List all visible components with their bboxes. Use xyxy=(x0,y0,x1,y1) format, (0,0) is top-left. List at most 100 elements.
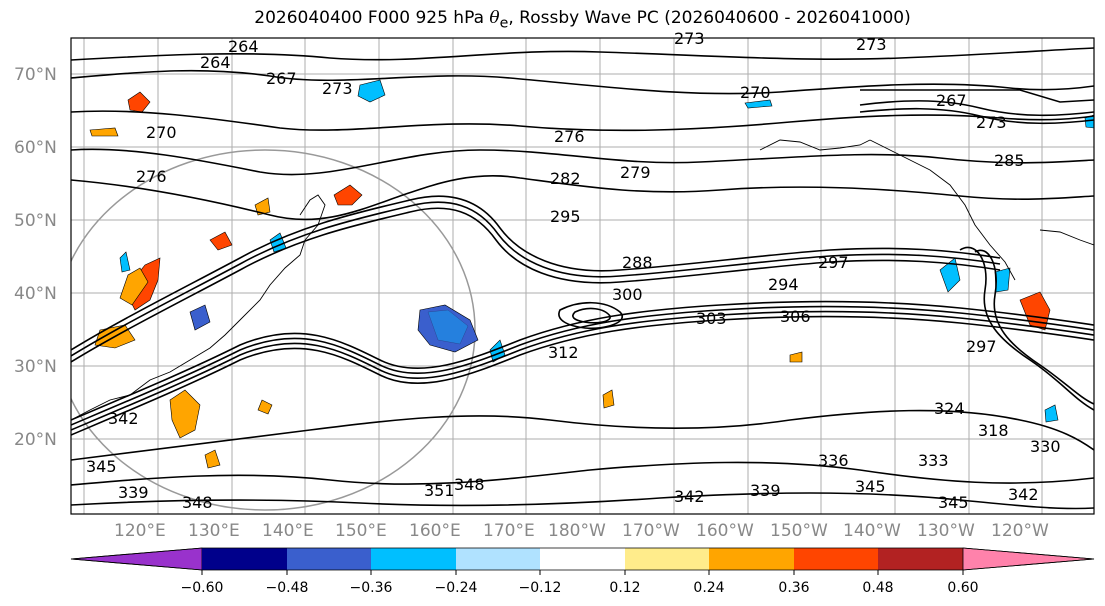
lon-label-150w: 150°W xyxy=(770,521,828,541)
colorbar-extend-low xyxy=(70,547,203,571)
colorbar-tick-label: 0.24 xyxy=(693,580,724,596)
lon-label-130e: 130°E xyxy=(188,521,240,541)
contour-label: 273 xyxy=(674,29,705,48)
colorbar-bin xyxy=(540,548,625,570)
contour-label: 300 xyxy=(612,285,643,304)
contour-label: 270 xyxy=(740,83,771,102)
colorbar-tick-label: −0.24 xyxy=(435,580,478,596)
colorbar-bin xyxy=(456,548,540,570)
lon-label-160w: 160°W xyxy=(696,521,754,541)
colorbar-tick-label: −0.12 xyxy=(519,580,562,596)
contour-label: 324 xyxy=(934,399,965,418)
lon-label-160e: 160°E xyxy=(409,521,461,541)
contour-label: 339 xyxy=(118,483,149,502)
colorbar-bin xyxy=(878,548,963,570)
contour-label: 306 xyxy=(780,307,811,326)
lon-label-120e: 120°E xyxy=(114,521,166,541)
lat-label-60n: 60°N xyxy=(14,138,57,158)
lat-label-40n: 40°N xyxy=(14,284,57,304)
patch-pos-6 xyxy=(333,184,363,206)
contour-label: 345 xyxy=(86,457,117,476)
contour-label: 276 xyxy=(554,127,585,146)
lat-label-20n: 20°N xyxy=(14,430,57,450)
latitude-labels: 70°N 60°N 50°N 40°N 30°N 20°N xyxy=(14,65,57,450)
contour-labels: 264 264 267 273 270 276 276 273 270 267 … xyxy=(86,29,1061,512)
theta-e-contours xyxy=(71,47,1094,510)
colorbar-tick-label: 0.48 xyxy=(862,580,893,596)
colorbar-bin xyxy=(202,548,287,570)
contour-label: 273 xyxy=(856,35,887,54)
contour-label: 294 xyxy=(768,275,799,294)
contour-label: 345 xyxy=(855,477,886,496)
patch-pos-4 xyxy=(127,91,151,113)
longitude-labels: 120°E 130°E 140°E 150°E 160°E 170°E 180°… xyxy=(114,521,1049,541)
contour-label: 351 xyxy=(424,481,455,500)
contour-label: 264 xyxy=(200,53,231,72)
contour-label: 297 xyxy=(818,253,849,272)
contour-label: 342 xyxy=(1008,485,1039,504)
lat-label-50n: 50°N xyxy=(14,211,57,231)
patch-pos-8 xyxy=(169,389,201,439)
contour-label: 345 xyxy=(938,493,969,512)
patch-neg-2 xyxy=(357,79,386,103)
title-theta-sub: e xyxy=(499,15,509,32)
lon-label-180w: 180°W xyxy=(548,521,606,541)
colorbar-tick-label: 0.60 xyxy=(947,580,978,596)
contour-label: 273 xyxy=(322,79,353,98)
colorbar-tick-label: −0.36 xyxy=(350,580,393,596)
colorbar-bin xyxy=(625,548,709,570)
lon-label-120w: 120°W xyxy=(991,521,1049,541)
contour-label: 342 xyxy=(108,409,139,428)
figure-title: 2026040400 F000 925 hPa θe, Rossby Wave … xyxy=(0,8,1105,31)
contour-label: 342 xyxy=(674,487,705,506)
contour-label: 303 xyxy=(696,309,727,328)
colorbar-bin xyxy=(709,548,794,570)
contour-label: 333 xyxy=(918,451,949,470)
contour-label: 285 xyxy=(994,151,1025,170)
coastlines xyxy=(71,139,1094,421)
contour-label: 339 xyxy=(750,481,781,500)
contour-label: 267 xyxy=(266,69,297,88)
contour-label: 279 xyxy=(620,163,651,182)
lat-label-70n: 70°N xyxy=(14,65,57,85)
anomaly-fill-patches xyxy=(89,79,1094,469)
contour-label: 348 xyxy=(182,493,213,512)
title-theta: θ xyxy=(489,8,500,28)
patch-neg-1 xyxy=(417,304,479,353)
contour-label: 318 xyxy=(978,421,1009,440)
lat-label-30n: 30°N xyxy=(14,357,57,377)
patch-neg-3 xyxy=(939,257,961,293)
lon-label-170e: 170°E xyxy=(483,521,535,541)
contour-label: 288 xyxy=(622,253,653,272)
lon-label-150e: 150°E xyxy=(335,521,387,541)
colorbar-tick-label: 0.12 xyxy=(609,580,640,596)
contour-label: 336 xyxy=(818,451,849,470)
patch-pos-7 xyxy=(209,231,233,251)
contour-label: 297 xyxy=(966,337,997,356)
contour-label: 330 xyxy=(1030,437,1061,456)
patch-pos-2 xyxy=(119,267,149,306)
map-frame xyxy=(70,37,1095,515)
contour-label: 348 xyxy=(454,475,485,494)
lon-label-170w: 170°W xyxy=(622,521,680,541)
patch-pos-5 xyxy=(89,127,119,137)
colorbar-tick-label: −0.60 xyxy=(181,580,224,596)
contour-label: 276 xyxy=(136,167,167,186)
colorbar-bin xyxy=(371,548,456,570)
colorbar-extend-high xyxy=(962,547,1095,571)
contour-label: 273 xyxy=(976,113,1007,132)
contour-label: 312 xyxy=(548,343,579,362)
lon-label-130w: 130°W xyxy=(917,521,975,541)
contour-label: 282 xyxy=(550,169,581,188)
colorbar-bin xyxy=(287,548,371,570)
contour-label: 267 xyxy=(936,91,967,110)
colorbar-tick-label: −0.48 xyxy=(266,580,309,596)
colorbar-tick-label: 0.36 xyxy=(778,580,809,596)
contour-label: 270 xyxy=(146,123,177,142)
gridlines xyxy=(71,38,1094,514)
colorbar-bin xyxy=(794,548,878,570)
contour-label: 295 xyxy=(550,207,581,226)
lon-label-140e: 140°E xyxy=(262,521,314,541)
contour-label: 264 xyxy=(228,37,259,56)
